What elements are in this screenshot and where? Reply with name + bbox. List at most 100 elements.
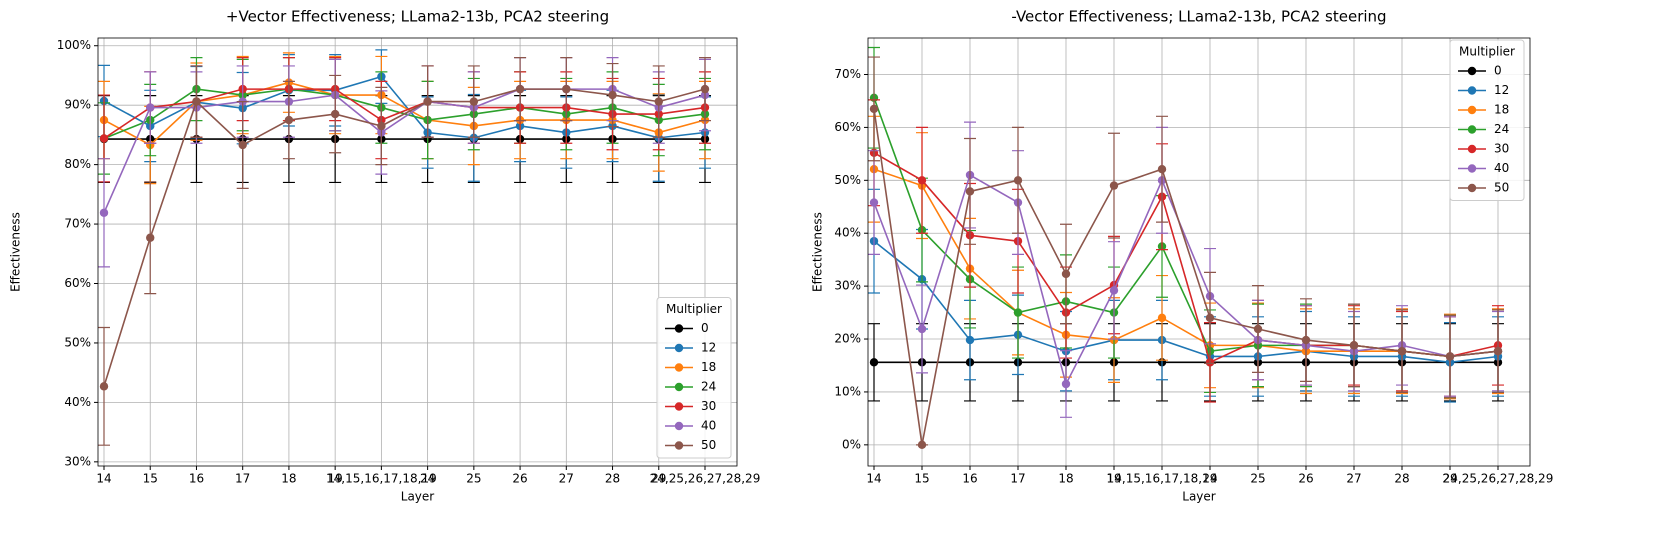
x-tick-label: 26 <box>512 472 527 486</box>
chart-title: -Vector Effectiveness; LLama2-13b, PCA2 … <box>1011 8 1386 26</box>
legend-marker <box>674 402 684 411</box>
x-tick-label: 27 <box>1346 472 1361 486</box>
legend-label: 30 <box>701 399 716 413</box>
data-point <box>146 233 155 242</box>
x-axis-label: Layer <box>401 490 435 504</box>
legend: Multiplier 0 12 18 24 30 40 50 <box>1449 39 1525 201</box>
x-tick-label: 17 <box>1010 472 1025 486</box>
series <box>98 52 711 185</box>
x-tick-label: 29 <box>651 472 666 486</box>
data-point <box>917 176 927 185</box>
data-point <box>99 134 109 143</box>
chart-title: +Vector Effectiveness; LLama2-13b, PCA2 … <box>226 8 609 26</box>
legend-title: Multiplier <box>666 302 722 316</box>
data-point <box>99 208 109 217</box>
legend-marker <box>1467 66 1477 76</box>
data-point <box>238 140 247 150</box>
legend-label: 24 <box>1494 122 1509 136</box>
data-point <box>146 103 155 112</box>
x-tick-label: 14,15,16,17,18,19 <box>326 472 437 486</box>
legend-marker <box>674 421 684 431</box>
data-point <box>1445 352 1455 361</box>
data-point <box>1061 269 1071 279</box>
x-tick-label: 14 <box>96 472 111 486</box>
data-point <box>965 187 975 196</box>
legend-box <box>656 297 732 459</box>
data-point <box>562 84 571 94</box>
legend-label: 50 <box>1494 181 1509 195</box>
data-point <box>1493 346 1503 356</box>
legend: Multiplier 0 12 18 24 30 40 50 <box>656 297 732 459</box>
x-tick-label: 24,25,26,27,28,29 <box>1443 472 1554 486</box>
data-point <box>1157 165 1167 174</box>
x-tick-label: 29 <box>1442 472 1457 486</box>
legend-marker <box>1467 105 1477 115</box>
data-point <box>330 109 340 119</box>
data-point <box>377 121 386 131</box>
series <box>868 115 1504 400</box>
x-tick-label: 19 <box>1106 472 1121 486</box>
legend-label: 0 <box>1494 64 1502 78</box>
legend-marker <box>674 441 684 450</box>
series-line <box>103 88 706 140</box>
legend-marker <box>1467 86 1477 95</box>
legend-label: 18 <box>701 360 716 374</box>
x-tick-label: 15 <box>143 472 158 486</box>
legend-marker <box>1467 144 1477 154</box>
x-tick-label: 14,15,16,17,18,19 <box>1107 472 1218 486</box>
y-axis-label: Effectiveness <box>811 212 825 292</box>
data-point <box>608 90 617 100</box>
legend-label: 12 <box>701 341 716 355</box>
y-tick-label: 90% <box>64 98 91 112</box>
legend-marker <box>1467 183 1477 193</box>
y-tick-label: 70% <box>64 217 91 231</box>
y-tick-label: 50% <box>64 335 91 349</box>
data-point <box>1013 308 1023 317</box>
legend-marker <box>674 382 684 392</box>
y-tick-label: 60% <box>834 120 861 134</box>
y-tick-label: 80% <box>64 157 91 171</box>
y-tick-label: 0% <box>842 437 861 451</box>
x-tick-label: 19 <box>328 472 343 486</box>
x-tick-label: 18 <box>1058 472 1073 486</box>
x-tick-label: 24,25,26,27,28,29 <box>650 472 761 486</box>
x-tick-label: 16 <box>962 472 977 486</box>
y-tick-label: 30% <box>834 279 861 293</box>
x-tick-label: 14 <box>866 472 881 486</box>
y-tick-label: 70% <box>834 67 861 81</box>
x-tick-label: 24 <box>1202 472 1217 486</box>
y-axis-label: Effectiveness <box>9 212 23 292</box>
x-tick-label: 24 <box>420 472 435 486</box>
data-point <box>917 440 927 450</box>
data-point <box>1061 379 1071 389</box>
legend-marker <box>674 343 684 353</box>
plot-frame <box>867 37 1531 467</box>
series-line <box>103 88 706 214</box>
legend-label: 12 <box>1494 83 1509 97</box>
data-point <box>1253 324 1263 334</box>
y-tick-label: 50% <box>834 173 861 187</box>
data-point <box>284 115 294 125</box>
data-point <box>192 97 201 106</box>
plot-frame <box>97 37 738 467</box>
x-tick-label: 18 <box>281 472 296 486</box>
legend-marker <box>1467 164 1477 173</box>
x-tick-label: 16 <box>189 472 204 486</box>
data-point <box>700 84 710 94</box>
series <box>868 121 1504 418</box>
data-point <box>1109 286 1119 295</box>
x-tick-label: 26 <box>1298 472 1313 486</box>
legend-box <box>1449 39 1525 201</box>
legend-marker <box>674 324 684 333</box>
series-line <box>103 75 706 139</box>
x-tick-label: 25 <box>466 472 481 486</box>
y-tick-label: 40% <box>834 226 861 240</box>
x-tick-label: 28 <box>605 472 620 486</box>
y-tick-label: 100% <box>57 38 91 52</box>
data-point <box>917 324 927 334</box>
data-point <box>1301 335 1311 345</box>
y-tick-label: 30% <box>64 454 91 468</box>
x-tick-label: 28 <box>1394 472 1409 486</box>
data-point <box>99 382 109 391</box>
